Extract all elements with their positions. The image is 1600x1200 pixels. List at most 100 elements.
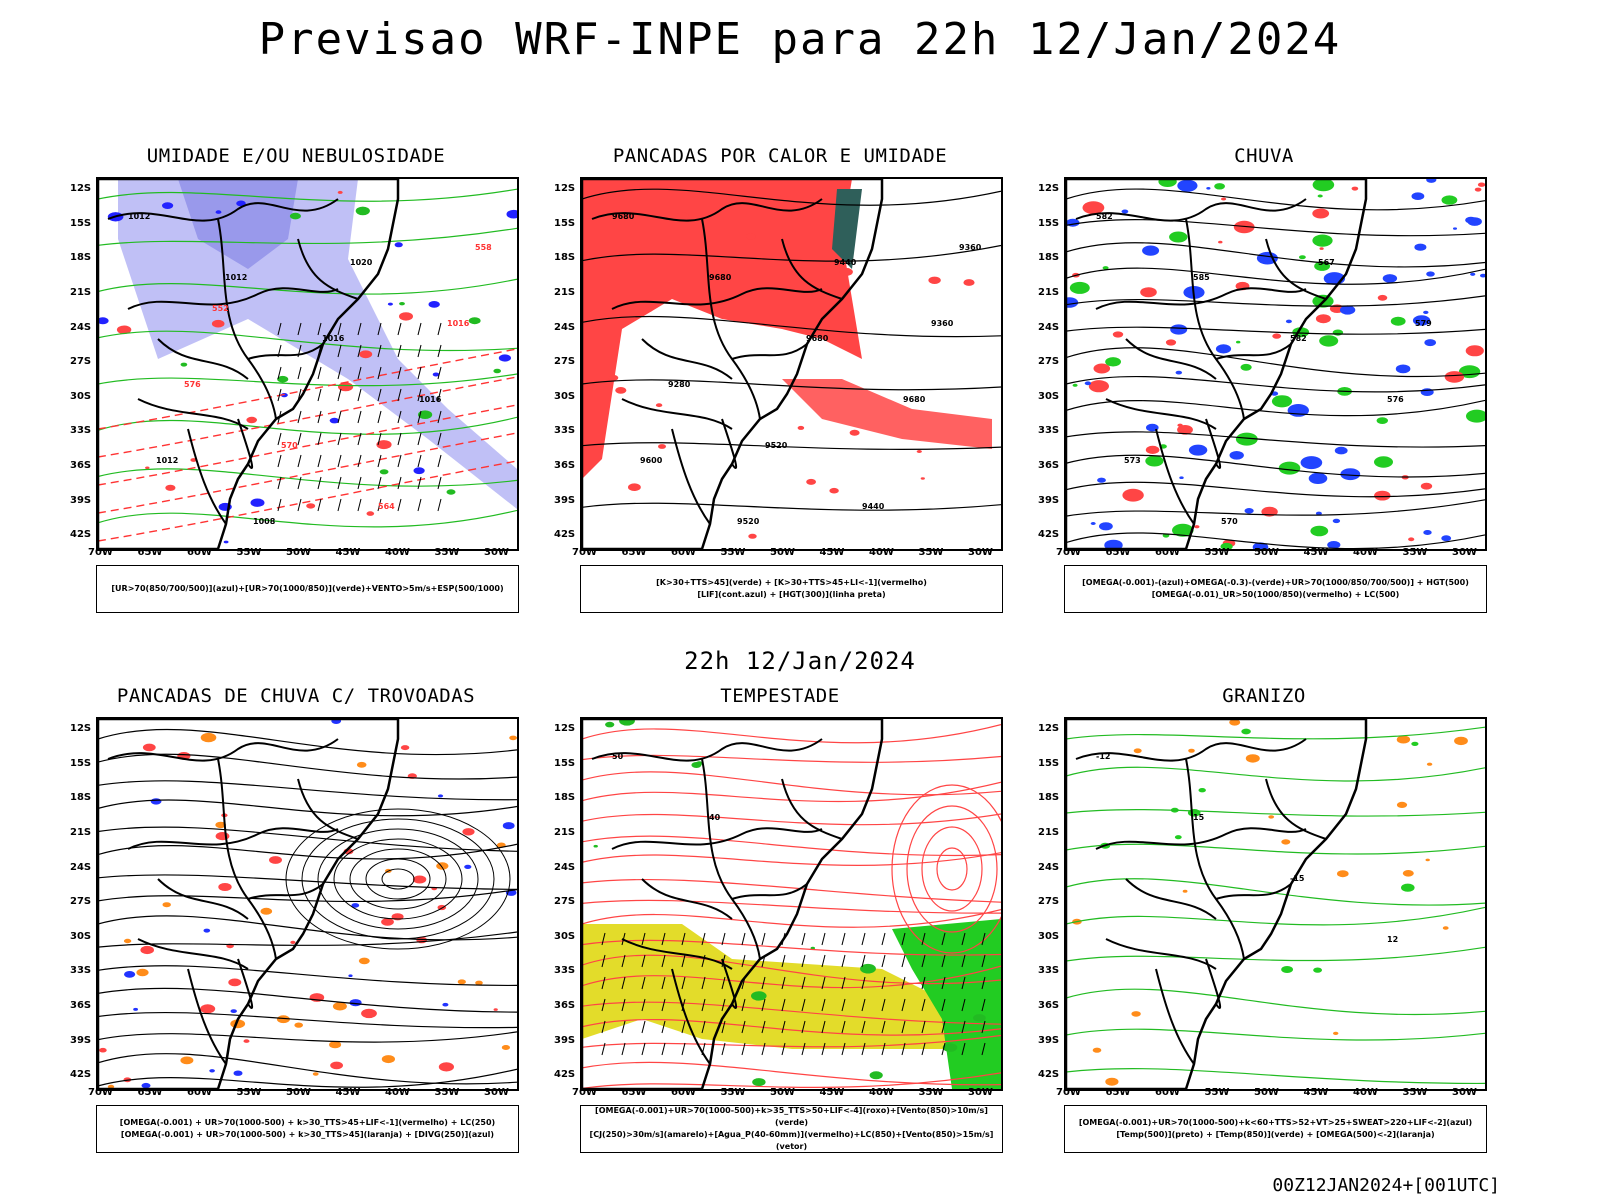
precip-patch xyxy=(1281,839,1291,845)
precip-patch xyxy=(1097,477,1106,483)
wind-vector xyxy=(397,322,402,336)
wind-vector xyxy=(601,932,606,946)
precip-patch xyxy=(394,242,403,248)
lat-tick-label: 42S xyxy=(1038,1069,1060,1081)
precip-patch xyxy=(233,1070,243,1076)
wind-vector xyxy=(881,998,886,1012)
precip-patch xyxy=(399,312,413,321)
wind-vector xyxy=(881,932,886,946)
wind-vector xyxy=(861,998,866,1012)
wind-vector xyxy=(337,476,342,490)
wind-vector xyxy=(277,388,282,402)
precip-patch xyxy=(675,212,689,221)
wind-vector xyxy=(277,498,282,512)
humidity-high-area xyxy=(118,179,517,509)
lon-tick-label: 50W xyxy=(1254,547,1279,558)
legend-box: [OMEGA(-0.001)+UR>70(1000-500)+k>35_TTS>… xyxy=(580,1105,1003,1153)
contour-line xyxy=(98,1031,517,1043)
lon-tick-label: 60W xyxy=(671,1087,696,1098)
lon-tick-label: 60W xyxy=(1155,1087,1180,1098)
panel-title: GRANIZO xyxy=(1222,685,1306,707)
contour-line xyxy=(582,781,1001,803)
panel-granizo: GRANIZO -12 15 -15 12 12S 15S 18S 21S 24S 27S 30S 33… xyxy=(1024,685,1504,1185)
contour-label: -15 xyxy=(1290,874,1305,883)
legend-line: [UR>70(850/700/500)](azul)+[UR>70(1000/8… xyxy=(111,584,504,593)
contour-line xyxy=(1066,267,1485,285)
precip-patch xyxy=(1423,310,1429,314)
state-border xyxy=(1265,778,1327,840)
precip-patch xyxy=(1395,364,1411,374)
lon-tick-label: 30W xyxy=(484,547,509,558)
precip-patch xyxy=(1112,331,1124,338)
panel-tempestade: TEMPESTADE 50 40 12S 15S 18S 21S 24S 27S 30S 33S 36… xyxy=(540,685,1020,1185)
precip-patch xyxy=(1177,423,1183,427)
wind-vector xyxy=(681,976,686,990)
wind-vector xyxy=(841,1042,846,1056)
precip-patch xyxy=(498,354,511,362)
wind-vector xyxy=(841,932,846,946)
precip-patch xyxy=(348,974,353,977)
precip-patch xyxy=(658,444,666,449)
legend-box: [K>30+TTS>45](verde) + [K>30+TTS>45+LI<-… xyxy=(580,565,1003,613)
contour-label: 9280 xyxy=(668,380,691,389)
wind-vector xyxy=(821,954,826,968)
contour-line xyxy=(98,1011,517,1029)
precip-patch xyxy=(1177,425,1193,435)
state-border xyxy=(781,238,843,300)
lon-tick-label: 30W xyxy=(1452,1087,1477,1098)
lat-tick-label: 33S xyxy=(554,425,576,437)
wind-vector xyxy=(961,954,966,968)
precip-patch xyxy=(920,477,925,480)
wind-vector xyxy=(761,998,766,1012)
coastline xyxy=(1066,179,1368,549)
precip-patch xyxy=(1240,363,1252,371)
wind-vector xyxy=(801,998,806,1012)
precip-patch xyxy=(1218,240,1223,244)
precip-patch xyxy=(358,957,370,965)
wind-vector xyxy=(337,344,342,358)
contour-line xyxy=(582,965,1001,989)
contour-label: 9680 xyxy=(903,395,926,404)
state-border xyxy=(1215,343,1292,360)
precip-patch xyxy=(142,743,156,752)
wind-vector xyxy=(641,998,646,1012)
contour-line xyxy=(1066,295,1485,307)
contour-line xyxy=(98,931,517,948)
wind-vector xyxy=(921,932,926,946)
lon-tick-label: 50W xyxy=(286,547,311,558)
precip-patch xyxy=(215,821,227,829)
jet-contour xyxy=(921,826,983,912)
wind-vector xyxy=(741,932,746,946)
precip-patch xyxy=(1312,234,1333,247)
precip-patch xyxy=(1315,511,1322,516)
precip-patch xyxy=(1092,1047,1102,1053)
precip-patch xyxy=(928,276,941,284)
coastline xyxy=(98,719,400,1089)
wind-vector xyxy=(317,454,322,468)
wind-vector xyxy=(881,976,886,990)
precip-patch xyxy=(442,1002,449,1007)
wind-vector xyxy=(821,932,826,946)
legend-box: [UR>70(850/700/500)](azul)+[UR>70(1000/8… xyxy=(96,565,519,613)
contour-label: 567 xyxy=(1318,258,1335,267)
legend-line: [OMEGA(-0.001) + UR>70(1000-500) + k>30_… xyxy=(120,1130,495,1139)
wind-vector xyxy=(357,388,362,402)
wind-vector xyxy=(641,954,646,968)
precip-patch xyxy=(418,410,433,419)
precip-patch xyxy=(107,1084,115,1089)
precip-patch xyxy=(608,374,619,381)
contour-line xyxy=(582,878,1001,903)
contour-line xyxy=(582,442,1001,450)
wind-vector xyxy=(417,366,422,380)
precip-patch xyxy=(797,425,805,430)
wind-vector xyxy=(801,1020,806,1034)
contour-line xyxy=(98,227,517,246)
wind-vector xyxy=(801,976,806,990)
wind-vector xyxy=(861,1020,866,1034)
wind-vector xyxy=(781,1042,786,1056)
lon-tick-label: 70W xyxy=(572,1087,597,1098)
wind-vector xyxy=(317,432,322,446)
precip-patch xyxy=(1441,195,1458,205)
lat-tick-label: 30S xyxy=(554,390,576,402)
lat-tick-label: 24S xyxy=(554,861,576,873)
